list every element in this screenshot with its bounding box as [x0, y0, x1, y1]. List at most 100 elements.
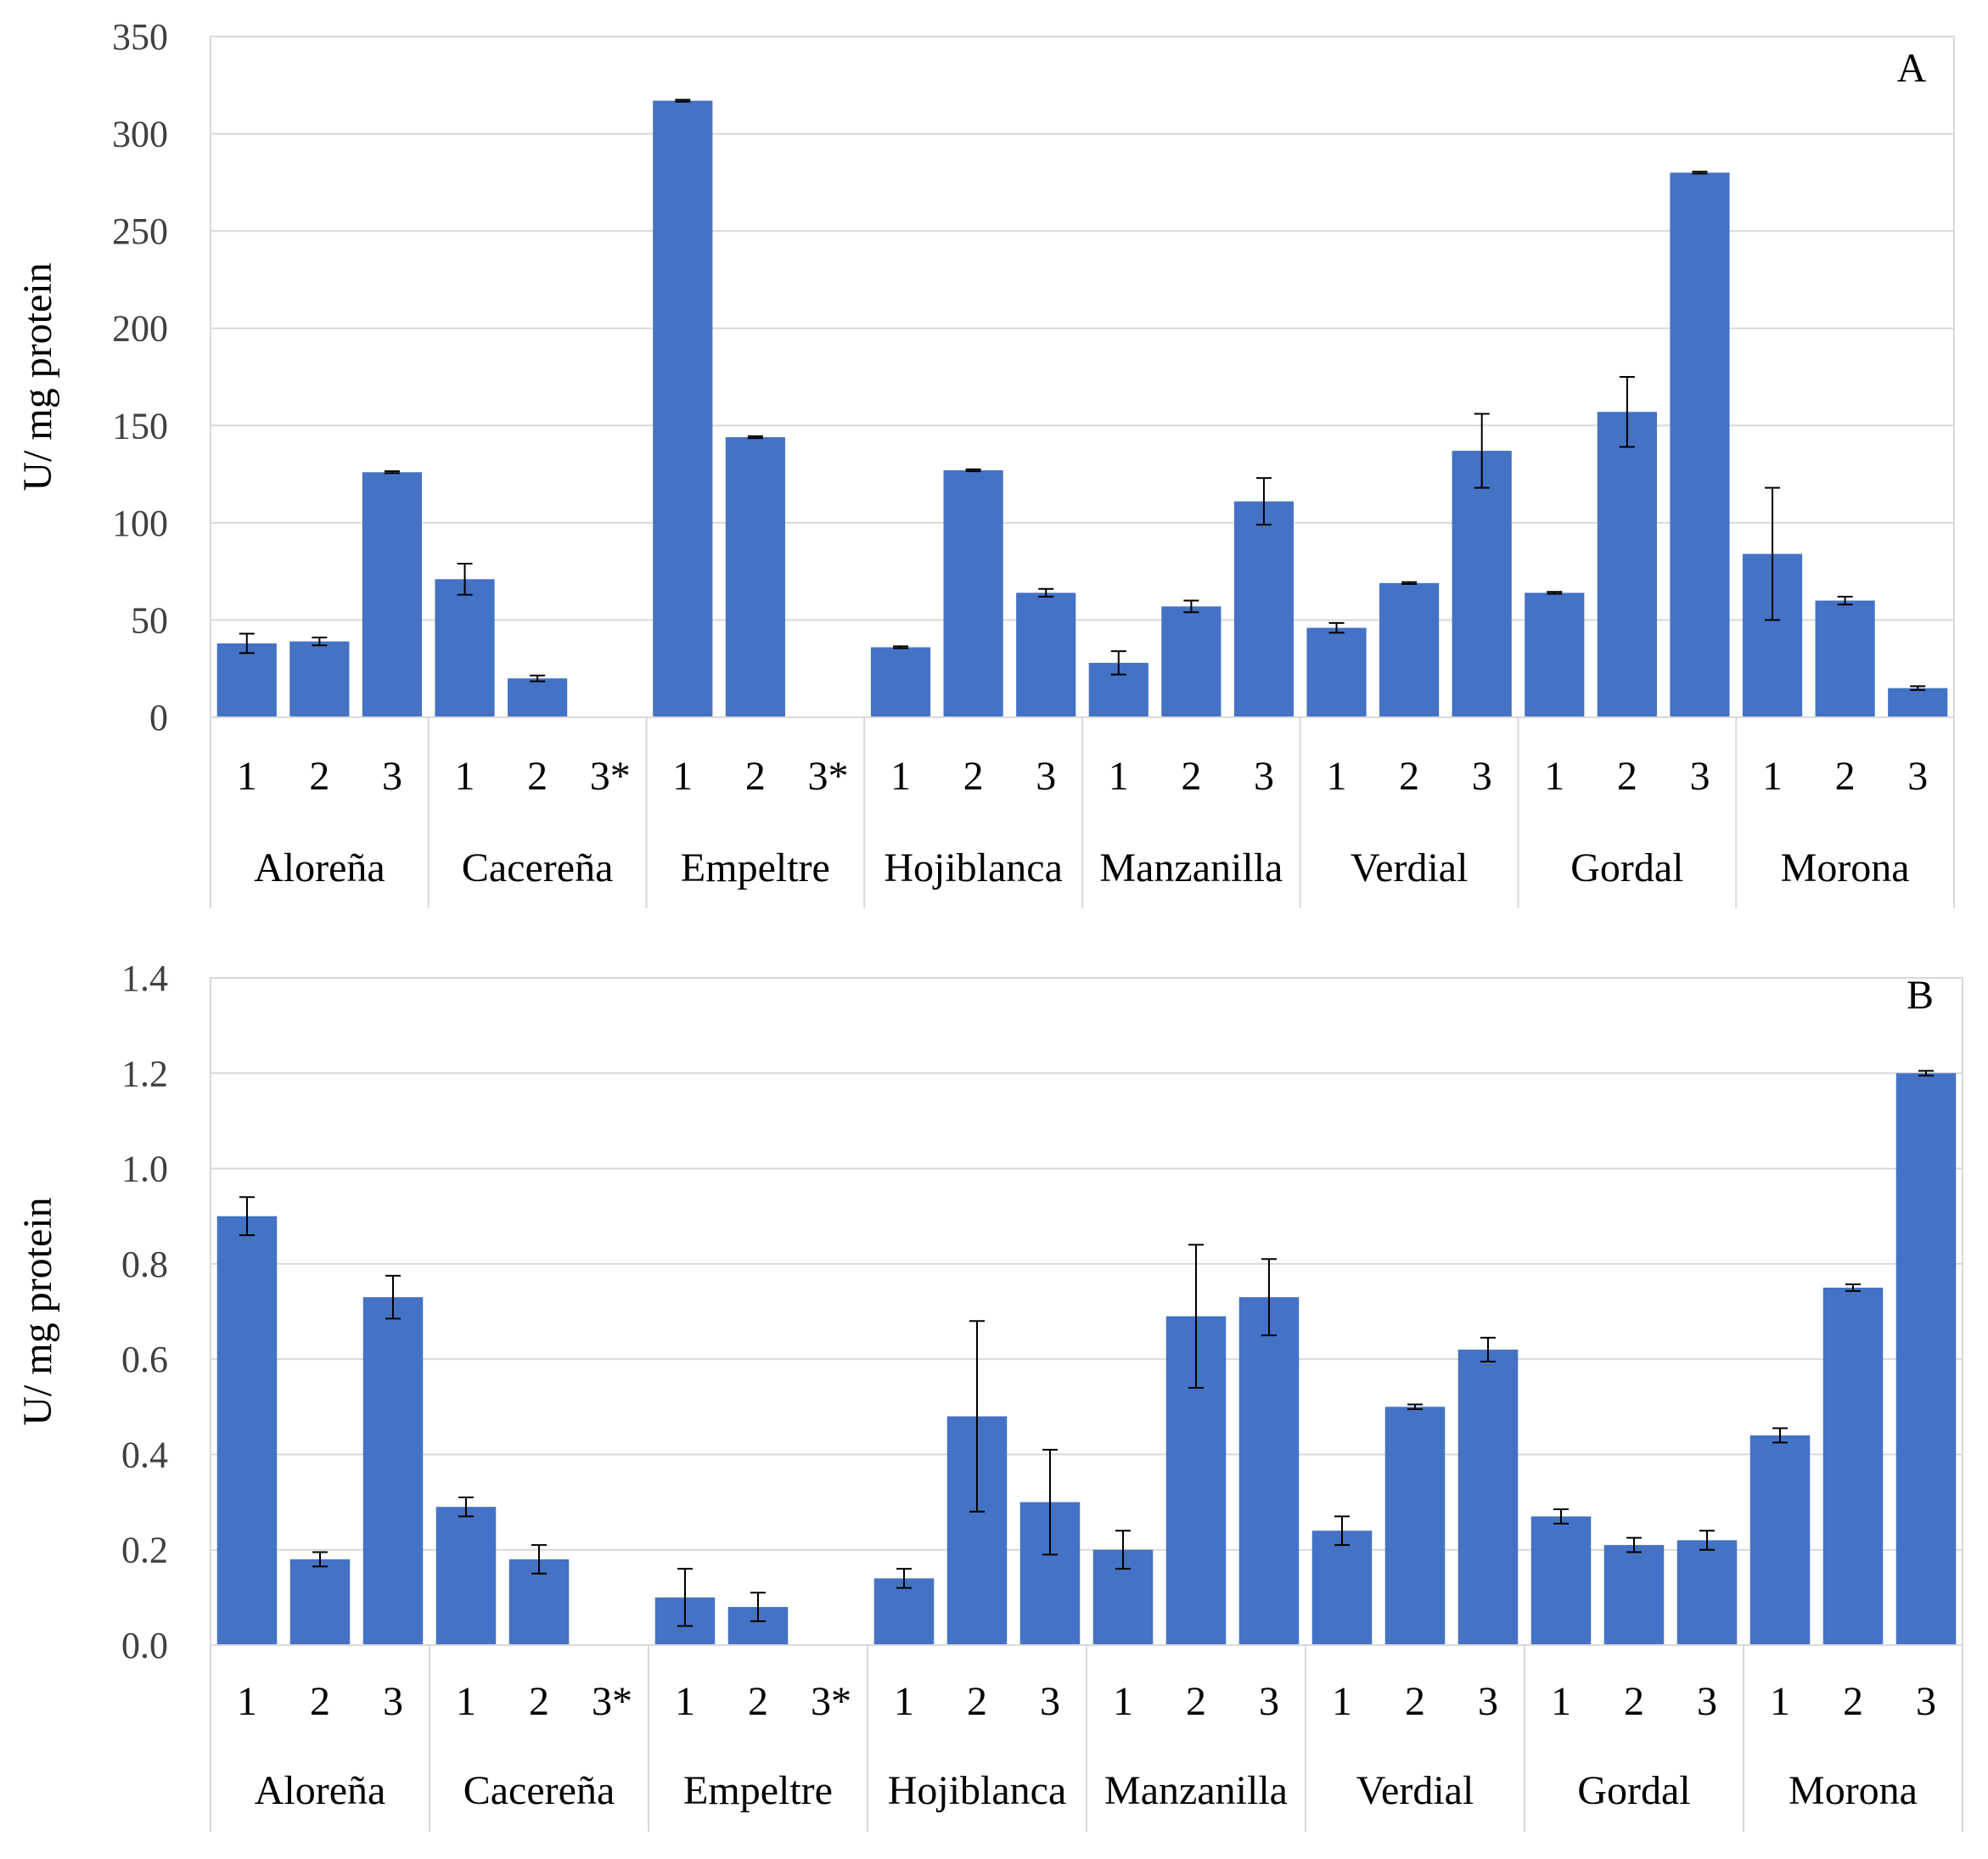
x-category-label: 1 — [456, 1679, 476, 1724]
x-group-label: Gordal — [1577, 1768, 1690, 1813]
x-category-label: 2 — [1624, 1679, 1644, 1724]
x-category-label: 1 — [1327, 754, 1347, 799]
x-group-label: Aloreña — [254, 845, 385, 890]
x-category-label: 2 — [310, 1679, 330, 1724]
x-category-label: 1 — [455, 754, 475, 799]
bar — [1676, 1540, 1738, 1645]
x-category-label: 3* — [592, 1679, 632, 1724]
x-category-label: 1 — [1762, 754, 1783, 799]
bar — [1311, 1530, 1373, 1645]
x-category-label: 2 — [748, 1679, 768, 1724]
y-tick-label: 0.4 — [121, 1434, 168, 1475]
x-category-label: 3 — [1907, 754, 1928, 799]
x-category-label: 1 — [1109, 754, 1129, 799]
bar — [362, 472, 423, 717]
x-category-label: 3 — [1254, 754, 1274, 799]
y-axis-title: U/ mg protein — [15, 262, 60, 491]
x-group-label: Empeltre — [683, 1768, 833, 1813]
y-tick-label: 350 — [112, 16, 168, 58]
bar — [435, 579, 495, 717]
x-category-label: 3 — [1040, 1679, 1060, 1724]
y-tick-label: 1.4 — [121, 958, 168, 999]
x-category-label: 2 — [1399, 754, 1419, 799]
x-category-label: 2 — [1186, 1679, 1206, 1724]
bar — [1670, 172, 1730, 717]
bar — [1530, 1516, 1592, 1645]
x-group-label: Aloreña — [255, 1768, 386, 1813]
x-category-label: 2 — [963, 754, 984, 799]
bar — [1525, 593, 1585, 717]
chart-panel-a: 0 50 100 150 200 250 300 350 U/ mg protein A 1 2 3 Al… — [15, 16, 1955, 908]
bar — [1815, 600, 1875, 717]
y-tick-label: 50 — [131, 599, 168, 641]
x-category-label: 1 — [1332, 1679, 1352, 1724]
y-tick-label: 250 — [112, 211, 168, 252]
y-tick-label: 0.2 — [121, 1530, 168, 1571]
x-category-label: 3 — [1472, 754, 1492, 799]
bar — [1238, 1297, 1300, 1645]
x-category-label: 3 — [1036, 754, 1056, 799]
x-category-label: 1 — [1113, 1679, 1133, 1724]
x-category-label: 1 — [1770, 1679, 1790, 1724]
x-category-label: 2 — [1181, 754, 1201, 799]
x-group-label: Verdial — [1356, 1768, 1474, 1813]
x-group-label: Morona — [1781, 845, 1910, 890]
x-category-label: 1 — [237, 1679, 257, 1724]
bar — [1384, 1407, 1446, 1645]
bar — [435, 1507, 497, 1645]
x-group-label: Cacereña — [462, 845, 614, 890]
chart-panel-b: 0.0 0.2 0.4 0.6 0.8 1.0 1.2 1.4 U/ mg protein B 1 2… — [15, 958, 1963, 1832]
x-category-label: 1 — [894, 1679, 914, 1724]
bar — [943, 469, 1003, 717]
x-category-label: 3* — [811, 1679, 851, 1724]
x-category-label: 3 — [1259, 1679, 1279, 1724]
y-tick-label: 150 — [112, 405, 168, 446]
bar — [289, 641, 350, 717]
bar — [289, 1559, 351, 1645]
y-tick-label: 200 — [112, 308, 168, 350]
x-category-label: 2 — [1843, 1679, 1863, 1724]
bar — [1306, 627, 1367, 717]
bar — [1452, 451, 1512, 717]
bar — [1749, 1435, 1811, 1645]
x-category-label: 2 — [309, 754, 329, 799]
panel-label: A — [1897, 46, 1927, 91]
y-tick-label: 0 — [149, 697, 168, 739]
x-group-label: Gordal — [1570, 845, 1683, 890]
x-category-label: 2 — [967, 1679, 987, 1724]
x-category-label: 3* — [590, 754, 631, 799]
bar — [653, 100, 713, 718]
y-tick-label: 0.6 — [121, 1339, 168, 1380]
bar — [873, 1578, 935, 1645]
bar — [508, 678, 568, 717]
x-category-label: 1 — [237, 754, 257, 799]
x-category-label: 2 — [745, 754, 766, 799]
y-axis-title: U/ mg protein — [15, 1197, 60, 1425]
bar — [1379, 582, 1440, 717]
bar — [362, 1297, 424, 1645]
y-tick-label: 0.8 — [121, 1244, 168, 1285]
x-group-label: Morona — [1789, 1768, 1918, 1813]
x-category-label: 2 — [529, 1679, 549, 1724]
bar — [1597, 412, 1657, 717]
x-category-label: 2 — [1835, 754, 1856, 799]
bar — [1233, 501, 1294, 717]
x-group-label: Verdial — [1351, 845, 1469, 890]
bar — [1822, 1287, 1884, 1645]
bar — [216, 643, 277, 717]
y-tick-label: 1.2 — [121, 1053, 168, 1094]
x-category-label: 3 — [1916, 1679, 1936, 1724]
x-category-label: 2 — [527, 754, 548, 799]
bar — [1888, 688, 1948, 717]
panel-label: B — [1907, 973, 1934, 1018]
y-tick-label: 0.0 — [121, 1625, 168, 1666]
x-category-label: 1 — [890, 754, 911, 799]
bar — [1603, 1545, 1665, 1645]
bar — [1016, 593, 1076, 717]
bar — [1457, 1349, 1519, 1645]
bar — [870, 647, 931, 717]
x-category-label: 1 — [1551, 1679, 1571, 1724]
x-category-label: 1 — [675, 1679, 695, 1724]
bar — [216, 1216, 278, 1645]
